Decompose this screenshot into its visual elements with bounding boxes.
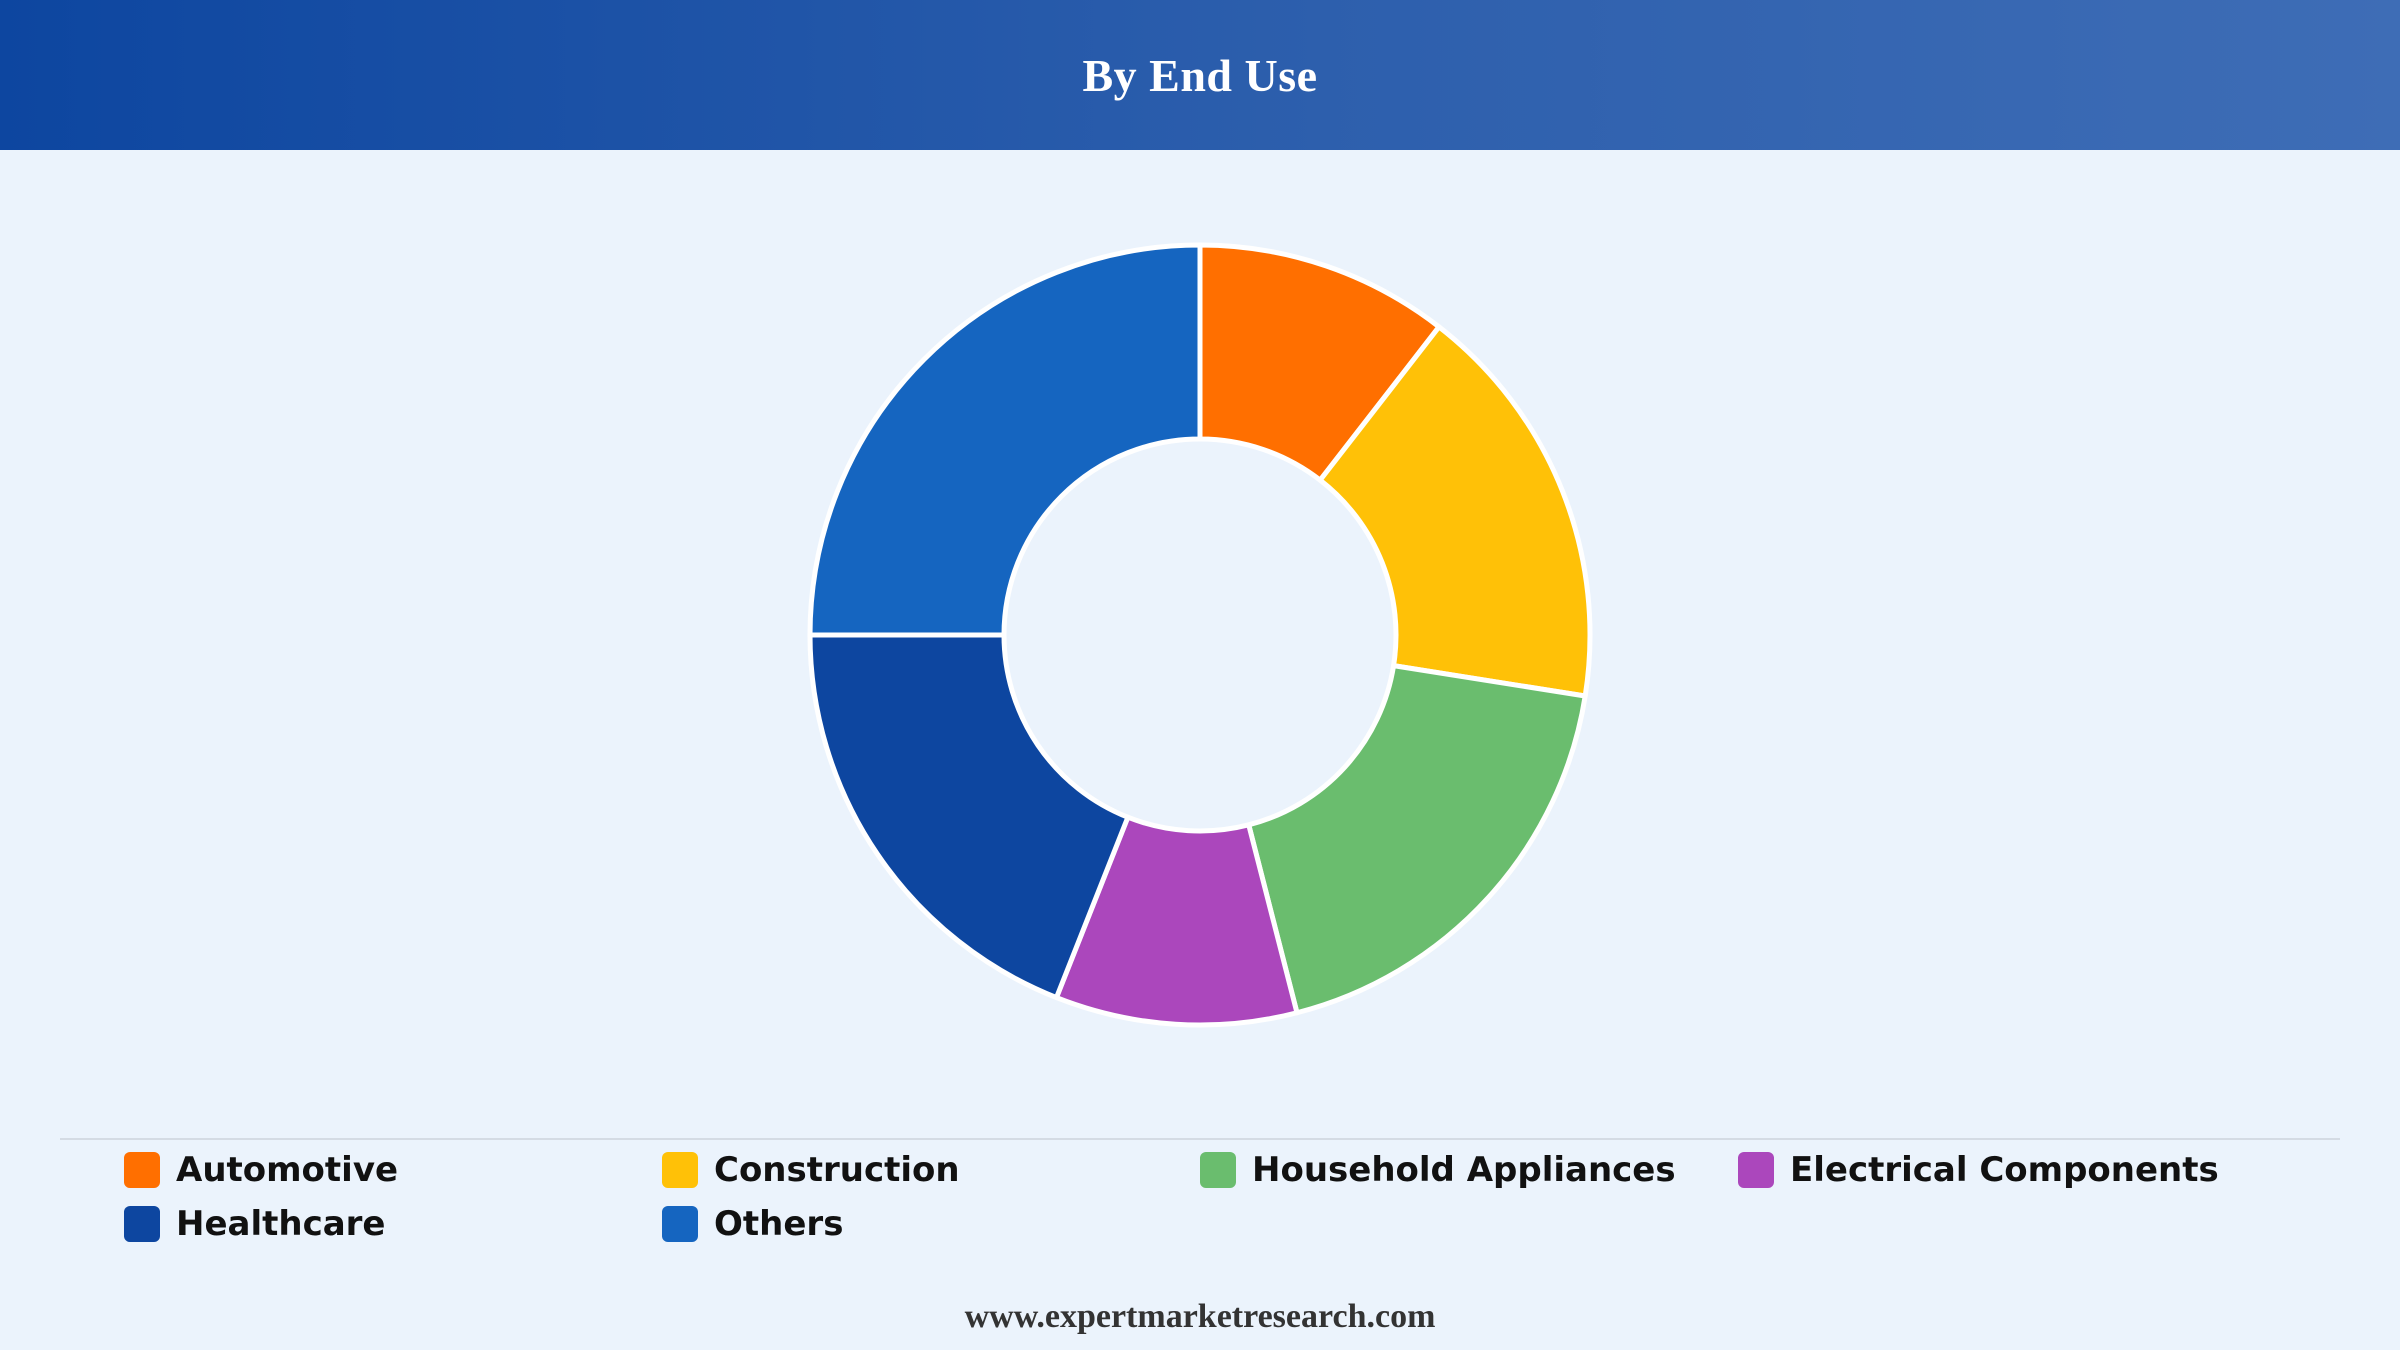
legend-item-electrical-components[interactable]: Electrical Components (1738, 1150, 2276, 1190)
donut-chart-area (0, 150, 2400, 1130)
legend: Automotive Construction Household Applia… (124, 1150, 2324, 1244)
donut-chart (807, 242, 1593, 1028)
chart-title: By End Use (1082, 49, 1318, 101)
donut-slice-others[interactable] (807, 242, 1203, 638)
legend-item-construction[interactable]: Construction (662, 1150, 1200, 1190)
donut-slice-household-appliances[interactable] (1246, 663, 1588, 1016)
legend-swatch-electrical-components (1738, 1152, 1774, 1188)
legend-item-automotive[interactable]: Automotive (124, 1150, 662, 1190)
legend-divider (60, 1138, 2340, 1140)
donut-slice-healthcare[interactable] (807, 632, 1131, 1001)
legend-label-household-appliances: Household Appliances (1252, 1150, 1676, 1190)
legend-label-healthcare: Healthcare (176, 1204, 386, 1244)
legend-label-electrical-components: Electrical Components (1790, 1150, 2219, 1190)
legend-swatch-automotive (124, 1152, 160, 1188)
legend-swatch-construction (662, 1152, 698, 1188)
source-footer: www.expertmarketresearch.com (964, 1298, 1436, 1335)
legend-swatch-healthcare (124, 1206, 160, 1242)
legend-item-others[interactable]: Others (662, 1204, 1200, 1244)
legend-label-automotive: Automotive (176, 1150, 399, 1190)
donut-slice-construction[interactable] (1317, 324, 1593, 699)
header-banner: By End Use (0, 0, 2400, 150)
legend-item-household-appliances[interactable]: Household Appliances (1200, 1150, 1738, 1190)
legend-label-others: Others (714, 1204, 844, 1244)
legend-swatch-others (662, 1206, 698, 1242)
legend-swatch-household-appliances (1200, 1152, 1236, 1188)
legend-item-healthcare[interactable]: Healthcare (124, 1204, 662, 1244)
legend-label-construction: Construction (714, 1150, 960, 1190)
